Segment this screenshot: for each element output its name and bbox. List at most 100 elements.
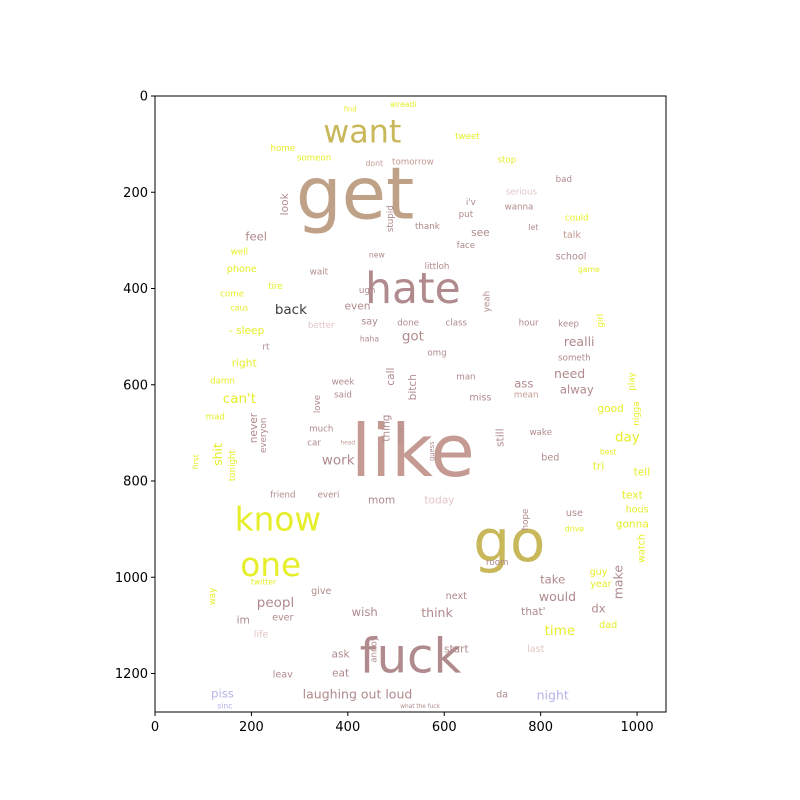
word-guess-95: guess: [428, 441, 436, 461]
word-someon-14: someon: [297, 154, 331, 164]
word-tell-93: tell: [634, 466, 651, 478]
word-head-79: head: [341, 441, 356, 447]
word-gonna-102: gonna: [616, 518, 649, 530]
word-sleep-43: - sleep: [229, 325, 265, 337]
word-phone-38: phone: [227, 264, 257, 275]
word-face-31: face: [457, 241, 476, 251]
word-dont-15: dont: [366, 159, 383, 168]
word-mad-69: mad: [206, 413, 225, 423]
word-would-112: would: [539, 589, 576, 604]
word-i-v-27: i'v: [466, 198, 476, 208]
x-tick-label-0: 0: [151, 720, 159, 735]
word-yeah-55: yeah: [483, 291, 493, 312]
word-damn-68: damn: [210, 376, 235, 386]
word-right-45: right: [232, 358, 257, 370]
y-tick-label-1000: 1000: [115, 571, 148, 586]
word-said-76: said: [334, 390, 352, 400]
word-play-62: play: [627, 372, 637, 390]
plot-frame: [154, 95, 667, 713]
word-wait-35: wait: [310, 268, 329, 278]
word-mom-96: mom: [368, 494, 395, 506]
word-first-135: first: [192, 454, 201, 469]
word-well-39: well: [231, 247, 248, 257]
word-much-77: much: [309, 425, 333, 435]
word-peopl-9: peopl: [257, 595, 294, 611]
word-bitch-82: bitch: [407, 374, 419, 400]
word-car-78: car: [307, 439, 321, 449]
word-watch-106: watch: [636, 534, 647, 563]
y-tick-label-400: 400: [123, 282, 148, 297]
word-man-85: man: [456, 373, 475, 383]
word-can-t-67: can't: [223, 391, 256, 407]
word-done-49: done: [397, 319, 419, 329]
word-got-51: got: [402, 329, 424, 345]
word-never-72: never: [248, 412, 260, 443]
word-tomorrow-16: tomorrow: [392, 157, 434, 167]
word-tri-92: tri: [593, 461, 604, 473]
y-tick-label-600: 600: [123, 378, 148, 393]
word-make-107: make: [610, 565, 625, 600]
word-need-61: need: [554, 366, 585, 381]
word-next-119: next: [446, 591, 467, 602]
word-tweet-17: tweet: [455, 132, 480, 142]
word-miss-88: miss: [469, 393, 491, 404]
word-go-4: go: [473, 507, 545, 575]
word-da-134: da: [496, 690, 508, 701]
word-put-28: put: [459, 210, 474, 220]
word-home-13: home: [270, 144, 295, 154]
word-say-48: say: [361, 317, 378, 328]
word-littloh-37: littloh: [425, 262, 450, 272]
word-start-128: start: [444, 643, 469, 655]
word-new-36: new: [369, 250, 385, 259]
word-love-74: love: [313, 395, 323, 413]
word-wanna-23: wanna: [505, 203, 534, 213]
word-stupid-32: stupid: [386, 205, 396, 232]
word-guy-110: guy: [590, 567, 608, 578]
word-room-108: room: [486, 558, 508, 568]
word-thing-83: thing: [380, 414, 392, 441]
word-someth-60: someth: [558, 353, 591, 363]
word-life-127: life: [254, 630, 269, 641]
x-tick-label-1000: 1000: [621, 720, 654, 735]
word-stop-18: stop: [498, 156, 517, 166]
y-axis-ticks: 0 200 400 600 800 1000 1200: [115, 90, 155, 682]
word-feel-11: feel: [245, 230, 267, 244]
word-week-75: week: [332, 377, 355, 387]
word-fuck-5: fuck: [360, 629, 462, 685]
word-ask-129: ask: [332, 648, 351, 660]
word-shit-70: shit: [210, 443, 225, 466]
word-come-40: come: [220, 289, 244, 299]
x-tick-label-400: 400: [335, 720, 360, 735]
word-alreadi-20: alreadi: [390, 100, 416, 109]
word-last-117: last: [527, 644, 545, 655]
word-serious-21: serious: [506, 187, 538, 197]
word-game-34: game: [578, 265, 600, 274]
word-dad-116: dad: [599, 620, 617, 631]
word-everi-98: everi: [318, 490, 340, 500]
y-tick-label-1200: 1200: [115, 667, 148, 682]
word-realli-59: realli: [564, 334, 595, 349]
word-that-114: that': [521, 606, 545, 618]
word-think-120: think: [421, 605, 453, 620]
word-know-6: know: [235, 501, 321, 539]
y-tick-label-200: 200: [123, 186, 148, 201]
word-better-52: better: [308, 321, 335, 331]
word-work-80: work: [322, 452, 355, 468]
word-rt-44: rt: [262, 343, 270, 353]
word-omg-54: omg: [427, 349, 446, 359]
word-hour-56: hour: [519, 319, 539, 329]
word-hope-103: hope: [521, 509, 531, 531]
word-friend-97: friend: [270, 490, 295, 500]
x-tick-label-600: 600: [432, 720, 457, 735]
word-get-0: get: [296, 153, 415, 237]
word-class-50: class: [446, 319, 468, 329]
word-still-89: still: [495, 428, 507, 447]
word-bed-91: bed: [541, 452, 559, 463]
word-ever-126: ever: [272, 613, 293, 624]
word-let-26: let: [528, 223, 538, 232]
word-like-1: like: [351, 410, 475, 494]
word-look-12: look: [279, 192, 291, 215]
